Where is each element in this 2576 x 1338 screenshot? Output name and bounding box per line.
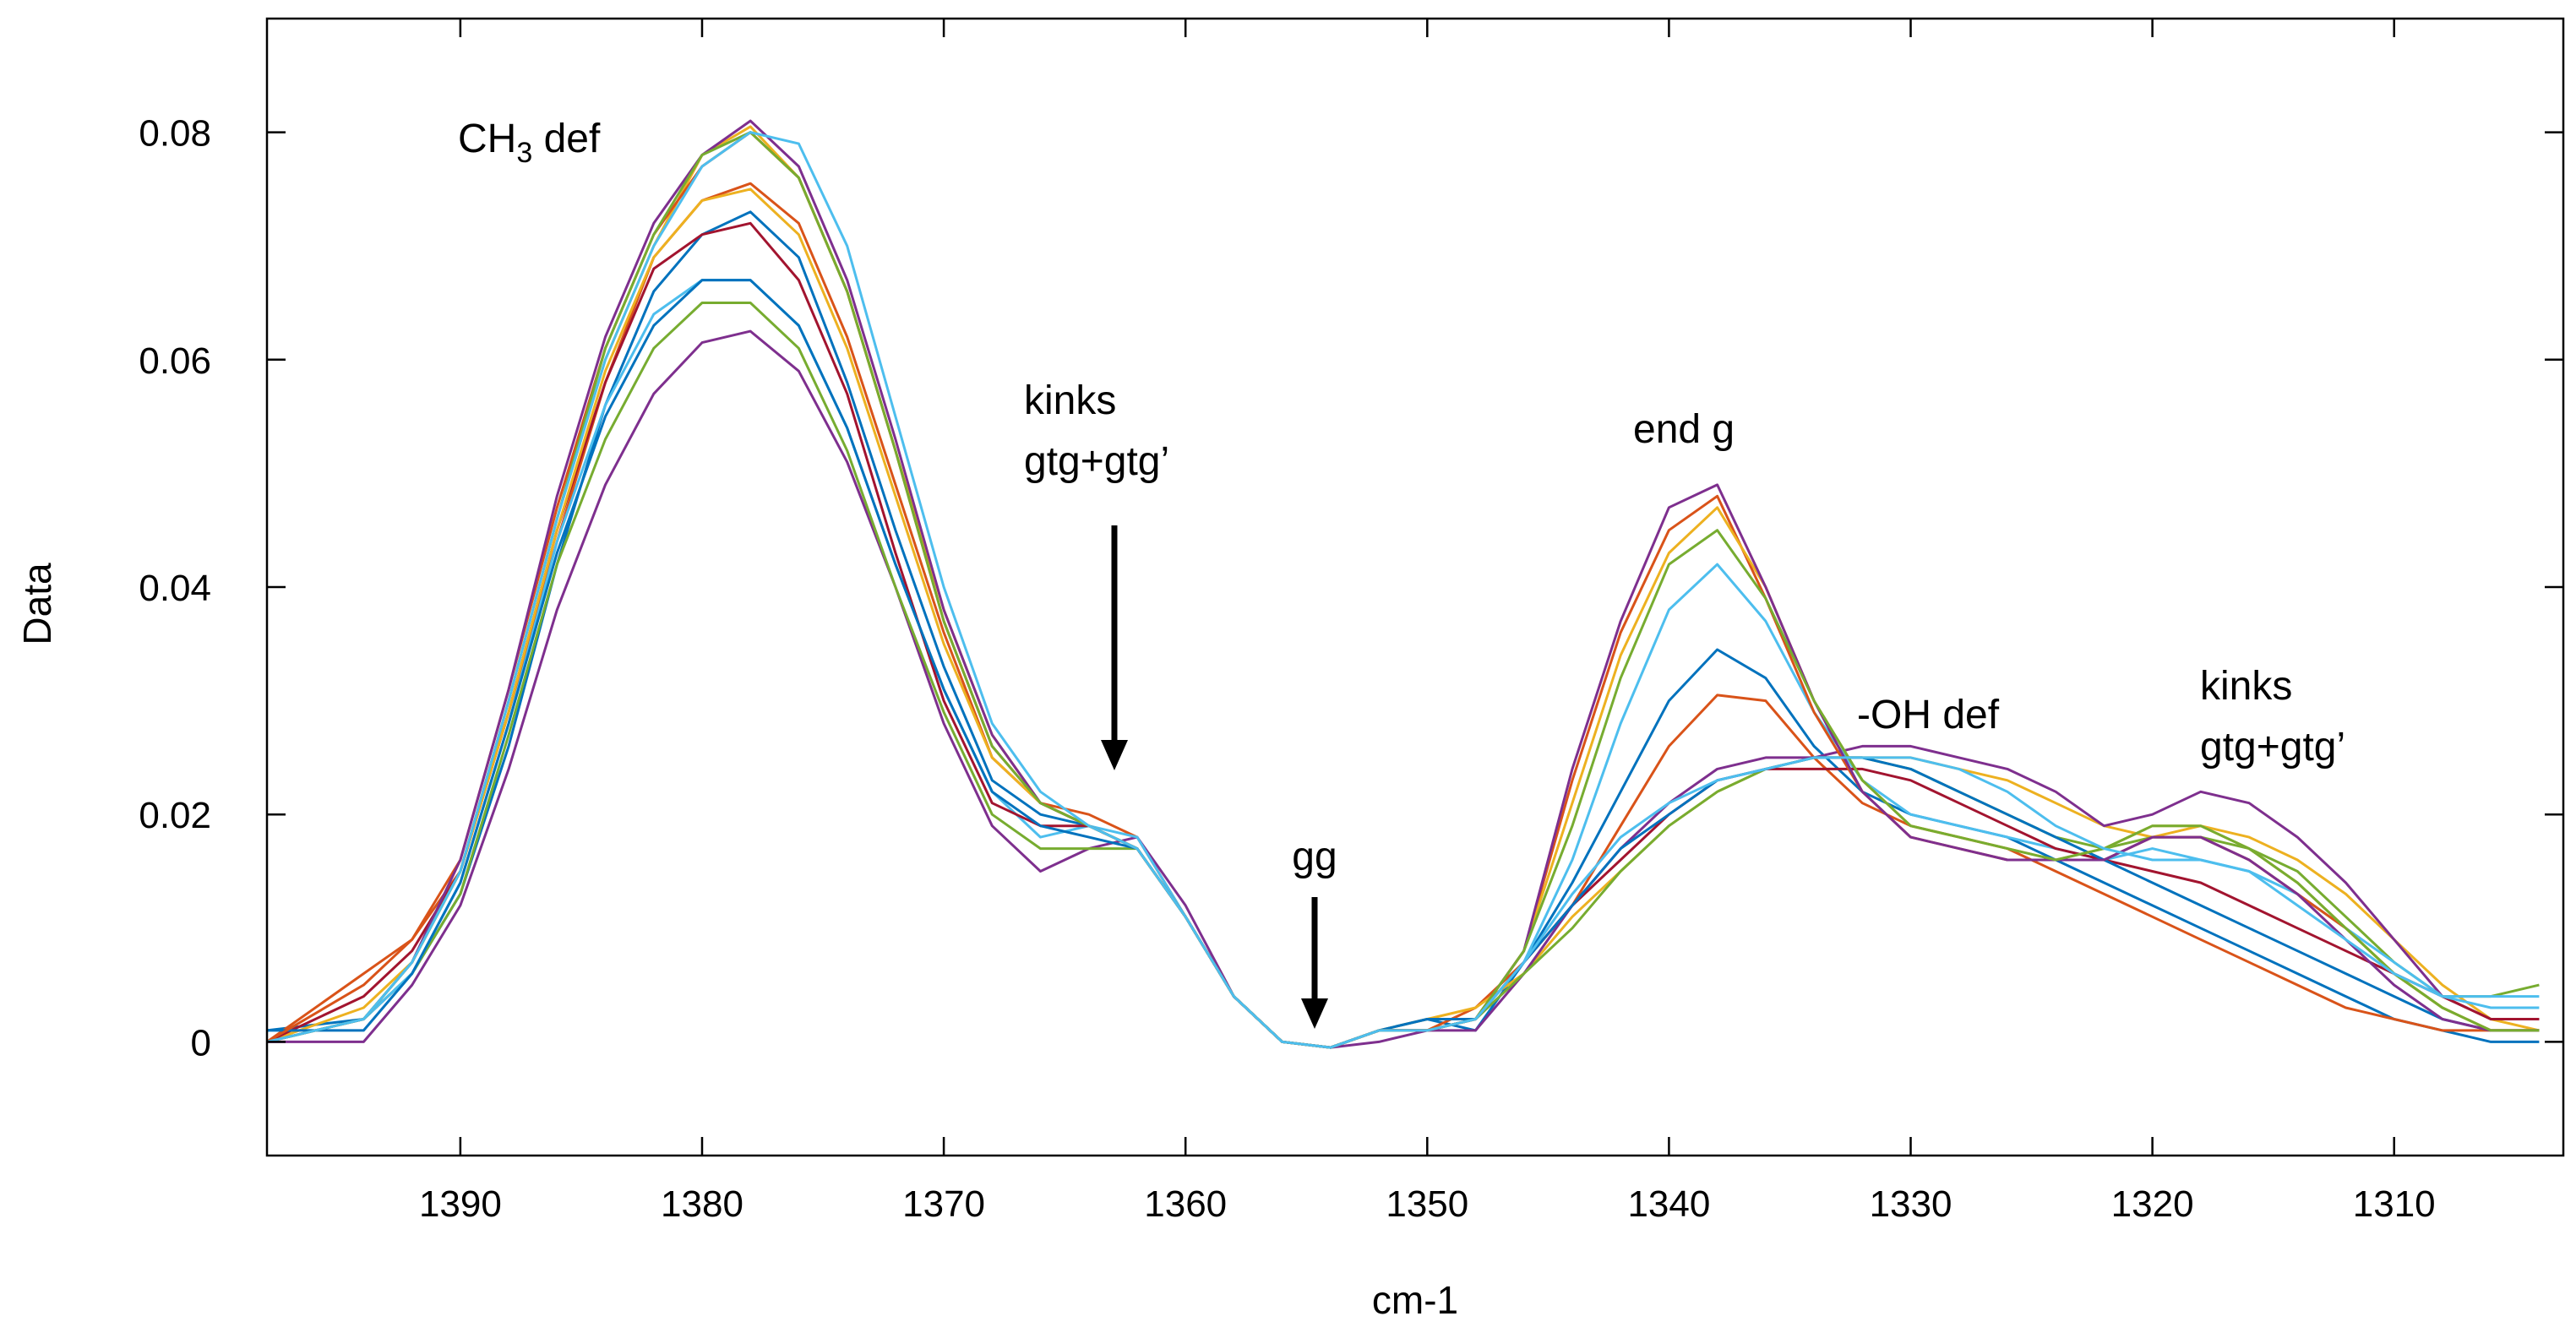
y-tick-label: 0 <box>191 1022 211 1063</box>
y-tick-label: 0.04 <box>139 568 211 609</box>
series-line-8 <box>267 279 2540 1049</box>
x-tick-label: 1350 <box>1386 1183 1468 1225</box>
annotation-end-g: end g <box>1633 407 1735 452</box>
y-axis-title: Data <box>15 563 59 645</box>
annotation-kinks-left-line2: gtg+gtg’ <box>1024 439 1169 484</box>
annotation-ch3-subscript: 3 <box>516 137 532 169</box>
series-layer <box>266 119 2540 1049</box>
y-tick-label: 0.02 <box>139 795 211 836</box>
x-tick-label: 1310 <box>2353 1183 2436 1225</box>
plot-background <box>267 19 2563 1156</box>
x-tick-label: 1320 <box>2111 1183 2194 1225</box>
arrow-kinks-head <box>1101 740 1128 770</box>
y-tick-label: 0.06 <box>139 340 211 382</box>
x-tick-label: 1380 <box>661 1183 743 1225</box>
annotation-kinks-right-line1: kinks <box>2200 664 2292 709</box>
annotation-oh-def: -OH def <box>1857 693 2000 737</box>
x-tick-label: 1340 <box>1627 1183 1710 1225</box>
x-tick-label: 1360 <box>1144 1183 1227 1225</box>
arrow-gg-head <box>1301 998 1328 1029</box>
tick-layer: 1390 1380 1370 1360 1350 1340 1330 1320 1310 0 0.0… <box>139 19 2563 1225</box>
annotation-ch3-def: CH3 def <box>458 117 601 169</box>
y-tick-label: 0.08 <box>139 113 211 155</box>
x-tick-label: 1330 <box>1870 1183 1952 1225</box>
x-tick-label: 1390 <box>419 1183 502 1225</box>
annotation-kinks-left-line1: kinks <box>1024 378 1116 423</box>
x-axis-title: cm-1 <box>1372 1278 1458 1322</box>
x-tick-label: 1370 <box>902 1183 985 1225</box>
series-line-13 <box>266 131 2540 1049</box>
annotation-kinks-right-line2: gtg+gtg’ <box>2200 725 2345 770</box>
annotation-ch3-main: CH <box>458 117 516 161</box>
annotation-gg: gg <box>1292 835 1337 879</box>
annotation-ch3-rest: def <box>532 117 601 161</box>
arrow-layer <box>1101 525 1328 1029</box>
